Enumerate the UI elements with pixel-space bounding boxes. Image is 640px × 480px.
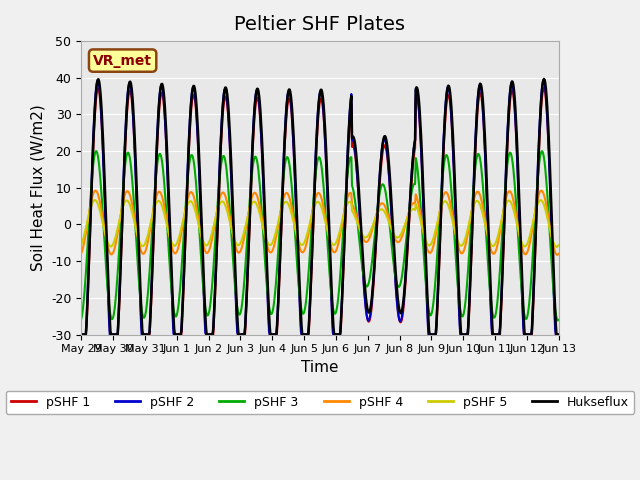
pSHF 1 xyxy=(209,332,216,337)
pSHF 4 xyxy=(136,243,143,249)
pSHF 1 xyxy=(86,239,93,245)
pSHF 3 xyxy=(554,318,562,324)
pSHF 1 xyxy=(77,332,85,337)
Hukseflux xyxy=(555,332,563,337)
Line: pSHF 5: pSHF 5 xyxy=(81,200,559,247)
X-axis label: Time: Time xyxy=(301,360,339,375)
pSHF 2 xyxy=(378,146,386,152)
pSHF 5 xyxy=(209,225,217,230)
pSHF 4 xyxy=(378,200,386,206)
pSHF 1 xyxy=(378,162,385,168)
pSHF 4 xyxy=(554,252,561,258)
pSHF 5 xyxy=(553,244,561,250)
pSHF 2 xyxy=(86,226,93,232)
Hukseflux xyxy=(77,332,85,337)
pSHF 3 xyxy=(378,183,385,189)
Hukseflux xyxy=(391,263,399,268)
pSHF 4 xyxy=(92,188,100,193)
Line: pSHF 1: pSHF 1 xyxy=(81,88,559,335)
pSHF 4 xyxy=(77,251,85,256)
pSHF 5 xyxy=(392,234,400,240)
pSHF 3 xyxy=(209,276,216,282)
Hukseflux xyxy=(135,247,143,253)
Hukseflux xyxy=(540,76,548,82)
pSHF 5 xyxy=(86,208,93,214)
pSHF 5 xyxy=(184,201,192,206)
Hukseflux xyxy=(209,332,216,337)
pSHF 2 xyxy=(94,77,102,83)
Line: pSHF 4: pSHF 4 xyxy=(81,191,559,255)
pSHF 3 xyxy=(538,148,546,154)
pSHF 4 xyxy=(184,194,192,200)
Text: VR_met: VR_met xyxy=(93,54,152,68)
pSHF 5 xyxy=(378,206,386,212)
pSHF 2 xyxy=(184,153,192,159)
pSHF 4 xyxy=(86,206,93,212)
pSHF 5 xyxy=(92,197,99,203)
Y-axis label: Soil Heat Flux (W/m2): Soil Heat Flux (W/m2) xyxy=(31,105,45,271)
pSHF 1 xyxy=(540,85,548,91)
pSHF 4 xyxy=(392,238,400,243)
pSHF 1 xyxy=(391,274,399,280)
pSHF 2 xyxy=(77,332,85,337)
pSHF 2 xyxy=(136,285,143,291)
pSHF 2 xyxy=(209,325,217,331)
pSHF 4 xyxy=(209,229,217,235)
pSHF 2 xyxy=(392,286,400,292)
pSHF 2 xyxy=(555,332,563,337)
Line: pSHF 3: pSHF 3 xyxy=(81,151,559,321)
Hukseflux xyxy=(86,234,93,240)
pSHF 4 xyxy=(555,251,563,257)
pSHF 3 xyxy=(77,316,85,322)
pSHF 3 xyxy=(391,273,399,278)
Title: Peltier SHF Plates: Peltier SHF Plates xyxy=(234,15,406,34)
pSHF 3 xyxy=(135,278,143,284)
pSHF 5 xyxy=(136,240,143,245)
Hukseflux xyxy=(378,154,385,160)
pSHF 5 xyxy=(77,242,85,248)
Legend: pSHF 1, pSHF 2, pSHF 3, pSHF 4, pSHF 5, Hukseflux: pSHF 1, pSHF 2, pSHF 3, pSHF 4, pSHF 5, … xyxy=(6,391,634,414)
pSHF 3 xyxy=(86,206,93,212)
pSHF 1 xyxy=(555,332,563,337)
pSHF 3 xyxy=(555,317,563,323)
Line: pSHF 2: pSHF 2 xyxy=(81,80,559,335)
pSHF 1 xyxy=(184,183,191,189)
pSHF 3 xyxy=(184,179,191,185)
Line: Hukseflux: Hukseflux xyxy=(81,79,559,335)
Hukseflux xyxy=(184,178,191,184)
pSHF 5 xyxy=(555,242,563,248)
pSHF 1 xyxy=(135,261,143,266)
